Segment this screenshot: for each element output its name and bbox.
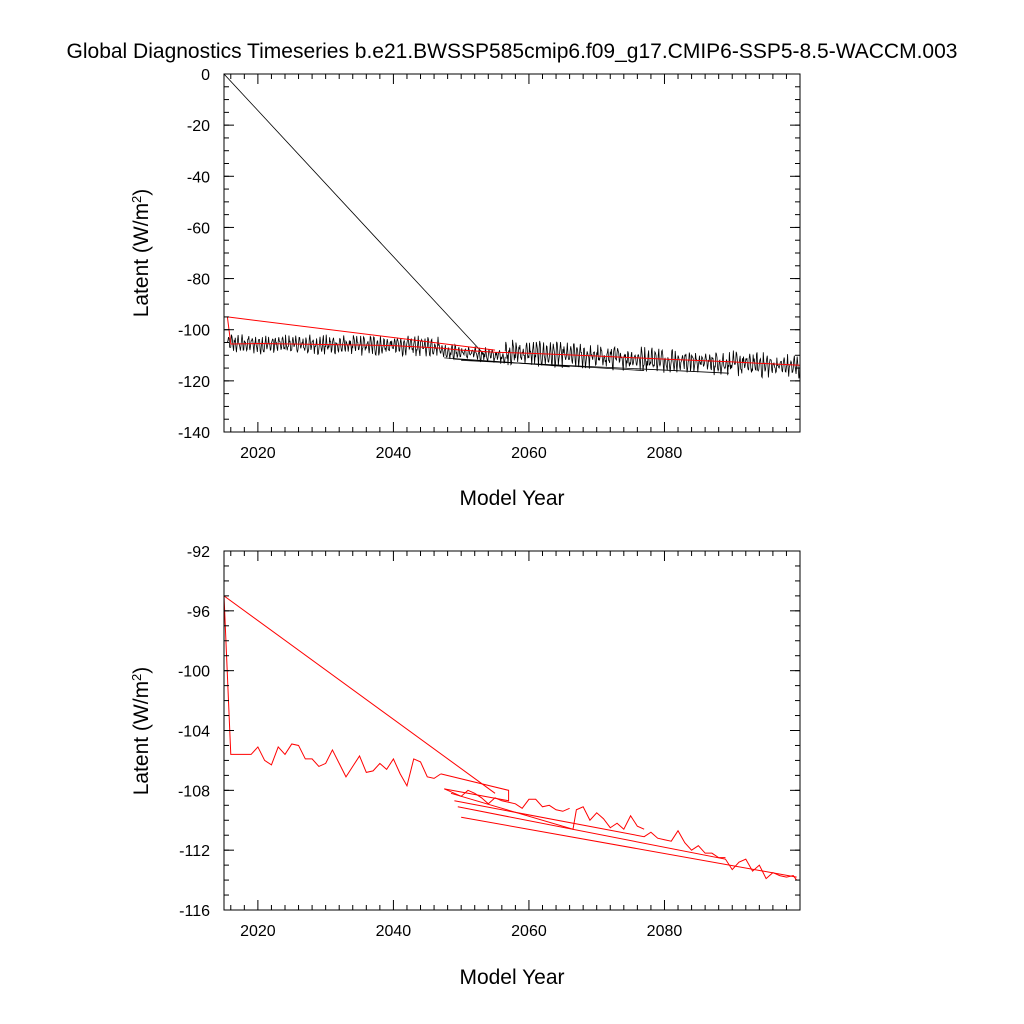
x-tick-label: 2040 [376,923,412,940]
top-panel-frame [223,73,801,433]
bottom-panel-xlabel: Model Year [459,966,564,989]
series-annual-line-1-0-5 [454,800,726,859]
series-monthly-line-0-0-6 [461,360,729,374]
y-tick-label: -80 [187,272,210,289]
x-tick-label: 2060 [511,923,547,940]
series-annual-line-1-0-0 [224,595,442,788]
series-annual-restart-line-line-0-2-0 [227,316,496,351]
x-tick-label: 2040 [376,445,412,462]
series-annual-line-1-0-6 [457,806,798,881]
bottom-panel-ylabel: Latent (W/m2) [129,667,154,796]
x-tick-label: 2060 [511,445,547,462]
series-annual-line-1-0-7 [461,816,797,878]
series-annual-line-1-0-1 [224,595,496,794]
y-tick-label: -108 [178,783,210,800]
series-annual-line-1-0-4 [450,792,645,831]
series-annual-line-0-1-0 [226,316,800,366]
bottom-panel-frame [223,550,801,911]
y-tick-label: -116 [179,903,210,920]
y-tick-label: -40 [187,169,210,186]
top-panel: 2020 2040 2060 2080 0 -20 -40 -60 -80 -100 -120 -14… [129,67,801,510]
y-tick-label: -120 [178,374,210,391]
y-tick-label: -96 [187,604,210,621]
top-panel-ylabel: Latent (W/m2) [129,189,154,318]
y-tick-label: -112 [179,843,210,860]
figure-title: Global Diagnostics Timeseries b.e21.BWSS… [67,40,958,63]
top-panel-ticks: 2020 2040 2060 2080 0 -20 -40 -60 -80 -100 -120 -14… [178,67,800,462]
series-monthly-line-0-0-1 [227,334,442,358]
x-tick-label: 2080 [647,923,683,940]
y-tick-label: -100 [178,664,210,681]
y-tick-label: -100 [178,323,210,340]
y-tick-label: -60 [187,220,210,237]
bottom-panel: 2020 2040 2060 2080 -92 -96 -100 -104 -108 -112 -1… [129,544,801,989]
y-tick-label: -20 [187,118,210,135]
series-annual-line-1-0-3 [444,788,570,812]
bottom-panel-ticks: 2020 2040 2060 2080 -92 -96 -100 -104 -108 -112 -1… [178,544,800,940]
x-tick-label: 2020 [240,923,276,940]
y-tick-label: -140 [178,425,210,442]
y-tick-label: -92 [187,544,210,561]
x-tick-label: 2020 [240,445,276,462]
series-monthly-line-0-0-3 [504,339,800,379]
series-monthly-line-0-0-0 [224,74,486,356]
y-tick-label: -104 [178,724,210,741]
top-panel-xlabel: Model Year [459,487,564,510]
y-tick-label: 0 [201,67,210,84]
x-tick-label: 2080 [647,445,683,462]
